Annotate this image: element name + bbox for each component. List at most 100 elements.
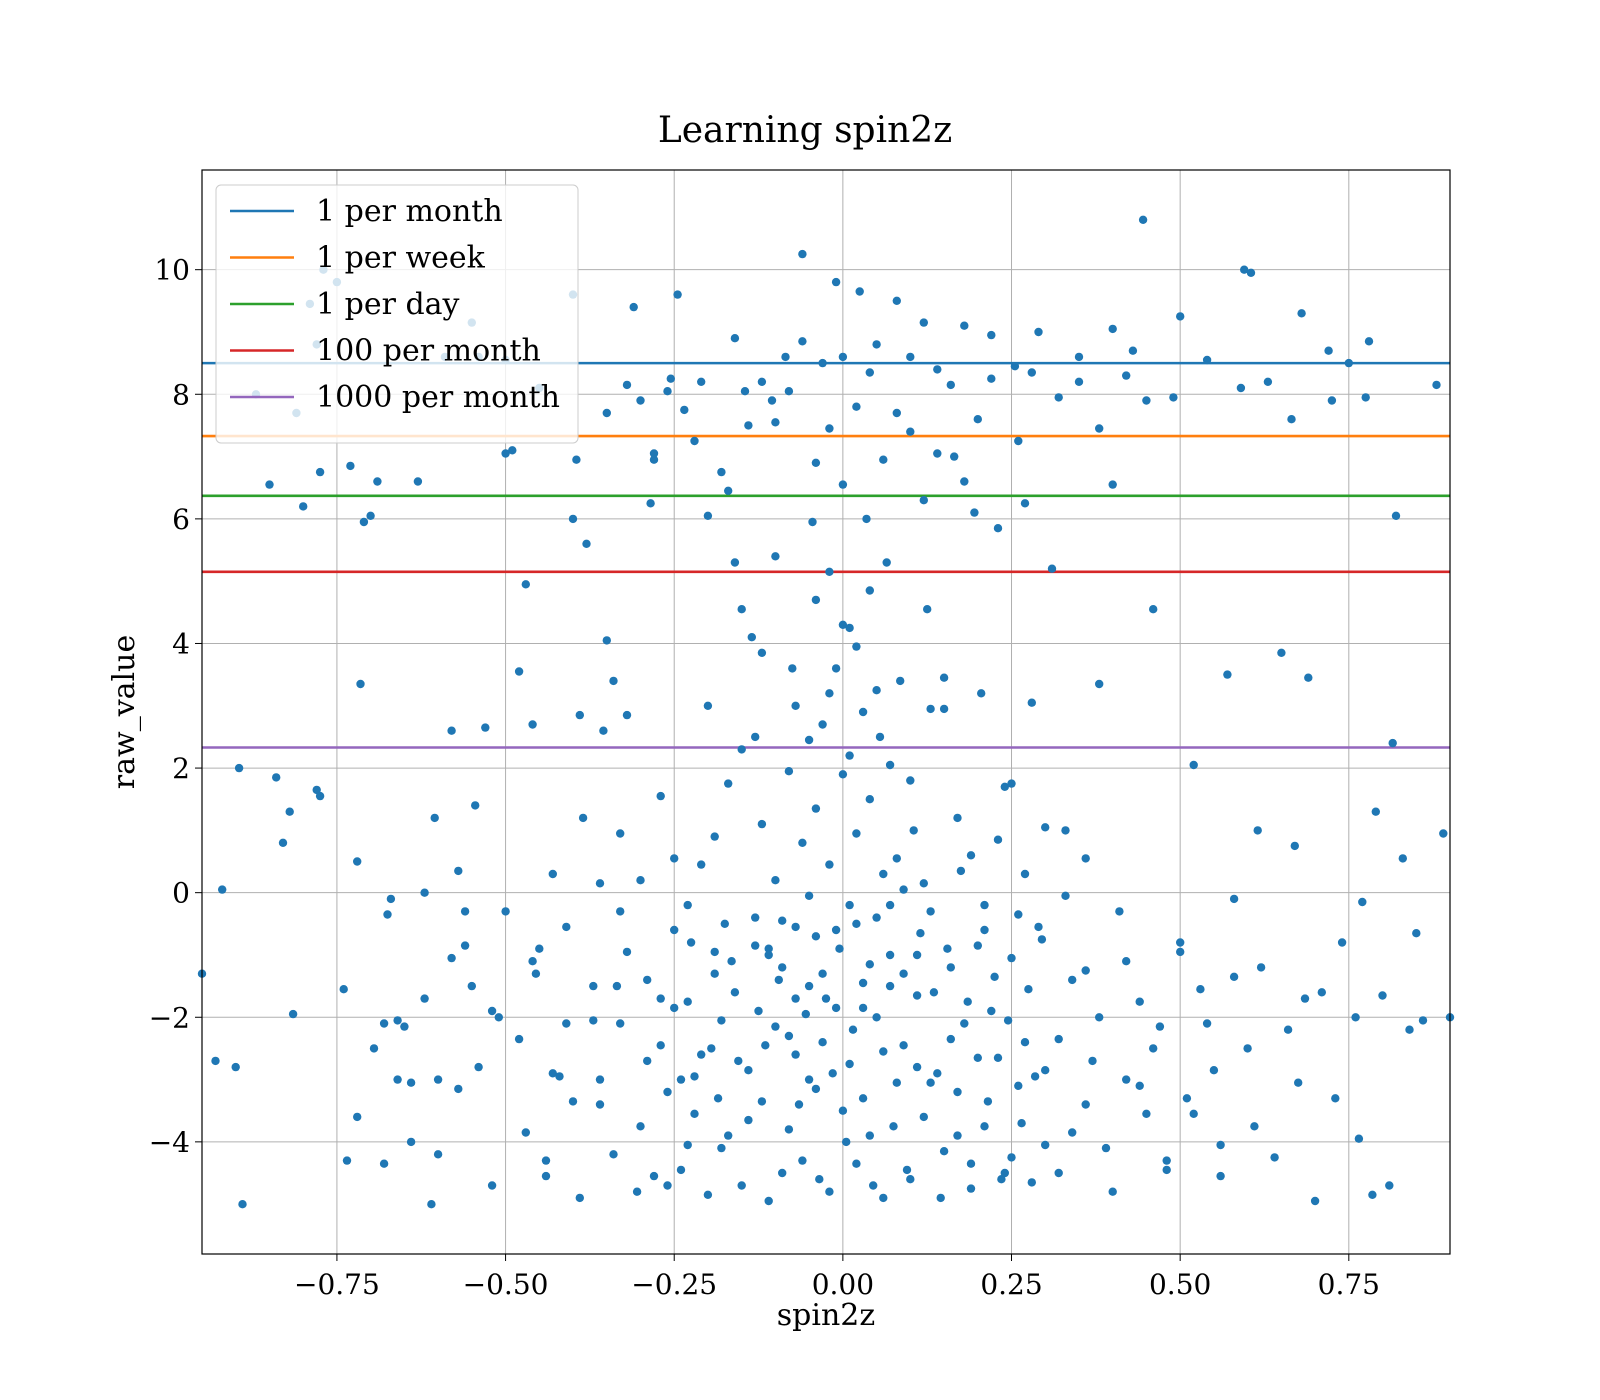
scatter-point [899, 885, 908, 894]
scatter-point [1405, 1025, 1414, 1034]
scatter-point [433, 1150, 443, 1159]
scatter-point [697, 1050, 706, 1059]
legend-label: 1 per month [316, 194, 503, 229]
scatter-point [1122, 371, 1131, 380]
scatter-point [939, 673, 949, 682]
scatter-point [548, 869, 557, 879]
scatter-point [1189, 1109, 1198, 1119]
scatter-point [666, 374, 675, 383]
scatter-point [858, 978, 868, 988]
scatter-point [821, 994, 831, 1003]
x-tick-label: 0.75 [1318, 1268, 1380, 1301]
scatter-point [993, 835, 1003, 844]
scatter-point [737, 605, 746, 614]
scatter-point [1209, 1066, 1219, 1075]
scatter-point [379, 1159, 389, 1168]
scatter-point [990, 972, 999, 981]
scatter-point [1364, 337, 1374, 346]
scatter-point [386, 894, 396, 904]
scatter-point [980, 1122, 989, 1131]
y-tick-label: −2 [149, 1001, 190, 1034]
scatter-point [929, 988, 939, 997]
scatter-point [1290, 841, 1300, 851]
scatter-point [1017, 1119, 1026, 1128]
scatter-point [649, 449, 659, 458]
scatter-point [1327, 396, 1337, 405]
scatter-point [599, 726, 608, 735]
scatter-point [882, 558, 891, 567]
scatter-point [1162, 1156, 1171, 1165]
scatter-point [528, 720, 537, 729]
scatter-point [892, 408, 901, 418]
scatter-point [234, 763, 244, 773]
scatter-point [1142, 396, 1151, 405]
scatter-point [1216, 1171, 1225, 1181]
scatter-point [943, 944, 952, 953]
scatter-point [663, 1087, 672, 1097]
scatter-point [1202, 355, 1212, 365]
scatter-point [906, 1175, 915, 1184]
plot-area-frame [201, 169, 1451, 1255]
scatter-point [1037, 935, 1047, 944]
scatter-point [778, 1168, 787, 1178]
scatter-point [1337, 938, 1347, 947]
scatter-point [676, 1165, 686, 1175]
scatter-point [595, 1075, 605, 1084]
scatter-point [734, 1056, 743, 1066]
scatter-point [366, 511, 375, 520]
scatter-point [481, 723, 490, 732]
scatter-point [730, 334, 740, 343]
scatter-point [744, 1066, 753, 1075]
scatter-point [1014, 1081, 1023, 1091]
scatter-point [892, 1078, 901, 1087]
scatter-point [1014, 910, 1023, 919]
scatter-point [400, 1022, 409, 1031]
scatter-point [602, 408, 611, 418]
scatter-point [804, 1075, 814, 1084]
scatter-point [670, 925, 679, 935]
scatter-point [1128, 346, 1138, 355]
scatter-point [946, 380, 955, 390]
scatter-point [1054, 393, 1063, 402]
scatter-point [406, 1137, 416, 1147]
scatter-point [629, 302, 638, 312]
scatter-point [521, 580, 530, 589]
x-axis-label: spin2z [777, 1298, 875, 1333]
scatter-point [1344, 358, 1354, 368]
scatter-point [791, 922, 800, 932]
scatter-point [1378, 991, 1387, 1000]
scatter-point [784, 1125, 794, 1134]
scatter-point [369, 1044, 379, 1053]
scatter-point [973, 941, 982, 950]
scatter-point [1047, 564, 1057, 573]
scatter-point [1000, 1168, 1009, 1178]
scatter-point [487, 1181, 497, 1190]
legend-label: 1 per day [316, 287, 460, 322]
scatter-point [781, 352, 790, 362]
scatter-point [710, 947, 719, 957]
scatter-point [622, 380, 632, 390]
scatter-point [831, 1003, 841, 1013]
scatter-point [764, 944, 773, 953]
scatter-point [740, 387, 750, 396]
scatter-point [1135, 1081, 1144, 1091]
scatter-point [1240, 265, 1249, 274]
scatter-point [1108, 1187, 1117, 1196]
scatter-point [272, 773, 281, 782]
scatter-point [575, 1193, 584, 1203]
scatter-point [471, 801, 480, 810]
scatter-point [1010, 362, 1020, 371]
scatter-point [508, 446, 517, 455]
scatter-point [531, 969, 541, 978]
scatter-point [852, 1159, 861, 1168]
scatter-point [946, 963, 955, 972]
grid [202, 170, 1450, 1254]
scatter-point [1074, 352, 1084, 362]
scatter-point [460, 941, 470, 950]
scatter-point [589, 1016, 598, 1025]
scatter-point [933, 449, 942, 458]
scatter-point [980, 900, 989, 910]
scatter-point [717, 467, 726, 477]
scatter-point [609, 676, 618, 686]
scatter-point [353, 857, 362, 866]
